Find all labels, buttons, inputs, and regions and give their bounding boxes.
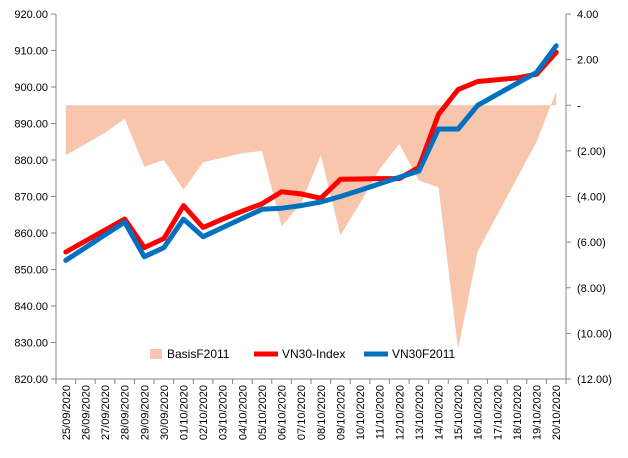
lines-layer bbox=[63, 43, 559, 263]
x-axis-tick-label: 13/10/2020 bbox=[414, 385, 426, 440]
x-axis-tick-label: 18/10/2020 bbox=[512, 385, 524, 440]
left-axis-tick-label: 820.00 bbox=[14, 374, 48, 386]
legend: BasisF2011 VN30-Index VN30F2011 bbox=[150, 347, 455, 361]
legend-label-vn30-index: VN30-Index bbox=[282, 347, 345, 361]
x-axis-tick-label: 25/09/2020 bbox=[61, 385, 73, 440]
left-axis-tick-label: 900.00 bbox=[14, 82, 48, 94]
series-area-basisf2011 bbox=[65, 91, 557, 350]
right-axis-tick-label: 4.00 bbox=[577, 9, 598, 21]
x-axis-tick-label: 28/09/2020 bbox=[120, 385, 132, 440]
left-axis-tick-label: 880.00 bbox=[14, 155, 48, 167]
left-axis-tick-label: 870.00 bbox=[14, 192, 48, 204]
x-axis-tick-label: 06/10/2020 bbox=[277, 385, 289, 440]
x-axis-tick-label: 15/10/2020 bbox=[453, 385, 465, 440]
x-axis-tick-label: 19/10/2020 bbox=[532, 385, 544, 440]
series-line-vn30f2011 bbox=[63, 43, 559, 263]
x-axis-tick-label: 08/10/2020 bbox=[316, 385, 328, 440]
legend-swatch-basisf2011 bbox=[150, 349, 162, 359]
x-axis-tick-label: 07/10/2020 bbox=[296, 385, 308, 440]
left-axis-tick-label: 840.00 bbox=[14, 301, 48, 313]
right-axis-tick-label: 2.00 bbox=[577, 55, 598, 67]
series-line-vn30-index bbox=[63, 49, 559, 255]
legend-label-vn30f2011: VN30F2011 bbox=[392, 347, 455, 361]
x-axis-tick-label: 17/10/2020 bbox=[492, 385, 504, 440]
x-axis-tick-label: 05/10/2020 bbox=[257, 385, 269, 440]
x-axis-tick-label: 03/10/2020 bbox=[218, 385, 230, 440]
x-axis-tick-label: 16/10/2020 bbox=[473, 385, 485, 440]
x-axis-tick-label: 29/09/2020 bbox=[139, 385, 151, 440]
left-axis-tick-label: 920.00 bbox=[14, 9, 48, 21]
x-axis-tick-label: 10/10/2020 bbox=[355, 385, 367, 440]
right-axis-tick-label: - bbox=[577, 100, 581, 112]
right-axis-tick-label: (6.00) bbox=[577, 237, 606, 249]
axes-layer: 820.00 830.00 840.00 850.00 860.00 870.00 880.… bbox=[14, 9, 612, 440]
left-axis-tick-label: 860.00 bbox=[14, 228, 48, 240]
x-axis-tick-label: 02/10/2020 bbox=[198, 385, 210, 440]
legend-label-basisf2011: BasisF2011 bbox=[167, 347, 230, 361]
left-axis-tick-label: 910.00 bbox=[14, 46, 48, 58]
basis-area-layer bbox=[65, 91, 557, 350]
x-axis-tick-label: 04/10/2020 bbox=[237, 385, 249, 440]
x-axis-tick-label: 12/10/2020 bbox=[394, 385, 406, 440]
x-axis-tick-label: 09/10/2020 bbox=[335, 385, 347, 440]
left-axis-tick-label: 890.00 bbox=[14, 119, 48, 131]
right-axis-tick-label: (10.00) bbox=[577, 328, 612, 340]
x-axis-tick-label: 20/10/2020 bbox=[551, 385, 563, 440]
right-axis-tick-label: (4.00) bbox=[577, 192, 606, 204]
x-axis-tick-label: 01/10/2020 bbox=[179, 385, 191, 440]
x-axis-tick-label: 30/09/2020 bbox=[159, 385, 171, 440]
right-axis-tick-label: (8.00) bbox=[577, 283, 606, 295]
x-axis-tick-label: 11/10/2020 bbox=[375, 385, 387, 439]
x-axis-tick-label: 14/10/2020 bbox=[434, 385, 446, 440]
left-axis-tick-label: 830.00 bbox=[14, 338, 48, 350]
x-axis-tick-label: 27/09/2020 bbox=[100, 385, 112, 440]
left-axis-tick-label: 850.00 bbox=[14, 265, 48, 277]
right-axis-tick-label: (2.00) bbox=[577, 146, 606, 158]
x-axis-tick-label: 26/09/2020 bbox=[80, 385, 92, 440]
right-axis-tick-label: (12.00) bbox=[577, 374, 612, 386]
